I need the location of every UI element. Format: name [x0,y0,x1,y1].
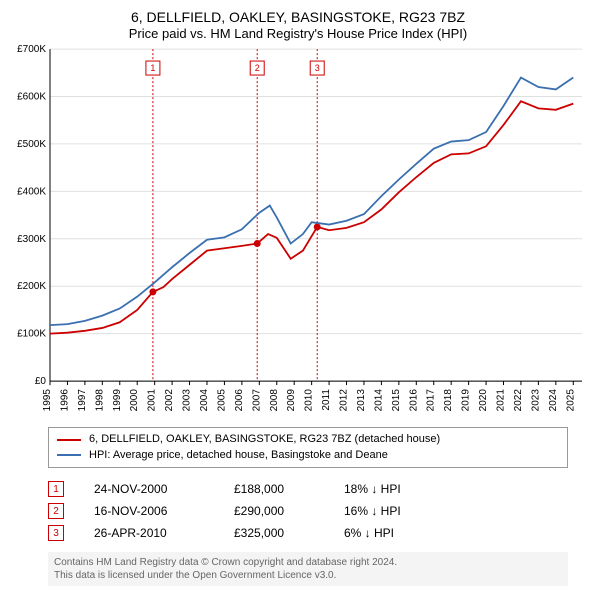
x-tick-label: 2003 [182,389,193,412]
chart-marker-3: 3 [310,61,324,75]
x-tick-label: 2007 [251,389,262,412]
marker-badge-3: 3 [48,525,64,541]
marker-price-2: £290,000 [234,504,314,518]
series-property_price [50,101,573,333]
marker-date-3: 26-APR-2010 [94,526,204,540]
x-tick-label: 2022 [513,389,524,412]
legend-box: 6, DELLFIELD, OAKLEY, BASINGSTOKE, RG23 … [48,427,568,468]
x-tick-label: 2004 [199,389,210,412]
marker-date-2: 16-NOV-2006 [94,504,204,518]
marker-price-1: £188,000 [234,482,314,496]
x-tick-label: 2006 [234,389,245,412]
x-tick-label: 2021 [496,389,507,412]
title-subtitle: Price paid vs. HM Land Registry's House … [8,26,588,43]
marker-date-1: 24-NOV-2000 [94,482,204,496]
chart-area: £0 £100K £200K £300K £400K £500K £600K £700K 199… [8,43,588,421]
x-tick-label: 1998 [94,389,105,412]
legend-label-property: 6, DELLFIELD, OAKLEY, BASINGSTOKE, RG23 … [89,432,440,447]
marker-delta-2: 16% ↓ HPI [344,504,434,518]
legend-row-hpi: HPI: Average price, detached house, Basi… [57,448,559,463]
x-tick-label: 2020 [478,389,489,412]
marker-price-3: £325,000 [234,526,314,540]
legend-row-property: 6, DELLFIELD, OAKLEY, BASINGSTOKE, RG23 … [57,432,559,447]
page-container: 6, DELLFIELD, OAKLEY, BASINGSTOKE, RG23 … [0,0,600,590]
x-tick-label: 1997 [77,389,88,412]
x-tick-label: 2010 [304,389,315,412]
footer-line-1: Contains HM Land Registry data © Crown c… [54,556,562,569]
x-tick-label: 2014 [373,389,384,412]
y-tick-label: £700K [17,44,46,55]
x-tick-label: 2002 [164,389,175,412]
footer-line-2: This data is licensed under the Open Gov… [54,569,562,582]
marker-badge-1: 1 [48,481,64,497]
x-tick-label: 2017 [426,389,437,412]
x-tick-label: 2009 [286,389,297,412]
y-tick-label: £100K [17,329,46,340]
marker-badge-2: 2 [48,503,64,519]
y-tick-label: £300K [17,234,46,245]
legend-swatch-hpi [57,454,81,456]
x-tick-label: 2024 [548,389,559,412]
footer-attribution: Contains HM Land Registry data © Crown c… [48,552,568,586]
svg-text:3: 3 [315,63,320,73]
x-tick-label: 1999 [112,389,123,412]
x-tick-label: 2011 [321,389,332,411]
chart-svg: £0 £100K £200K £300K £400K £500K £600K £700K 199… [8,43,588,421]
y-tick-label: £400K [17,186,46,197]
x-tick-label: 1996 [59,389,70,412]
marker-delta-1: 18% ↓ HPI [344,482,434,496]
title-address: 6, DELLFIELD, OAKLEY, BASINGSTOKE, RG23 … [8,8,588,26]
x-tick-label: 1995 [42,389,53,412]
markers-table: 1 24-NOV-2000 £188,000 18% ↓ HPI 2 16-NO… [48,478,568,544]
marker-row-2: 2 16-NOV-2006 £290,000 16% ↓ HPI [48,500,568,522]
chart-title-block: 6, DELLFIELD, OAKLEY, BASINGSTOKE, RG23 … [8,8,588,43]
y-tick-label: £500K [17,139,46,150]
x-tick-label: 2012 [339,389,350,412]
marker-row-1: 1 24-NOV-2000 £188,000 18% ↓ HPI [48,478,568,500]
y-tick-label: £0 [35,376,47,387]
marker-delta-3: 6% ↓ HPI [344,526,434,540]
x-tick-label: 2008 [269,389,280,412]
x-tick-label: 2000 [129,389,140,412]
x-tick-label: 2005 [216,389,227,412]
svg-text:2: 2 [255,63,260,73]
legend-swatch-property [57,439,81,441]
marker-row-3: 3 26-APR-2010 £325,000 6% ↓ HPI [48,522,568,544]
x-tick-label: 2023 [530,389,541,412]
x-tick-label: 2001 [147,389,158,412]
series-hpi_index [50,78,573,326]
x-tick-label: 2025 [565,389,576,412]
legend-label-hpi: HPI: Average price, detached house, Basi… [89,448,388,463]
x-tick-label: 2018 [443,389,454,412]
svg-text:1: 1 [150,63,155,73]
x-tick-label: 2016 [408,389,419,412]
y-tick-label: £200K [17,281,46,292]
y-tick-label: £600K [17,92,46,103]
chart-marker-1: 1 [146,61,160,75]
x-tick-label: 2013 [356,389,367,412]
chart-marker-2: 2 [250,61,264,75]
x-tick-label: 2019 [461,389,472,412]
x-tick-label: 2015 [391,389,402,412]
